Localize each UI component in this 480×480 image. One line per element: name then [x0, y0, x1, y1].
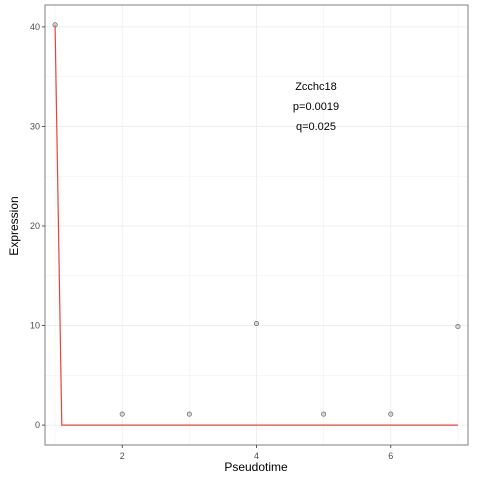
- grid: [45, 5, 468, 445]
- data-point: [119, 411, 125, 417]
- x-axis: 2 4 6: [120, 445, 393, 461]
- annotation-q-value: q=0.025: [296, 121, 336, 133]
- y-tick-label: 20: [30, 221, 40, 231]
- fit-line-group: [54, 24, 458, 426]
- y-tick-label: 30: [30, 121, 40, 131]
- data-point: [321, 411, 327, 417]
- y-tick-label: 40: [30, 22, 40, 32]
- x-axis-title: Pseudotime: [224, 460, 288, 474]
- fit-line: [54, 24, 458, 426]
- x-tick-label: 4: [254, 451, 259, 461]
- points-group: [52, 22, 461, 417]
- x-tick-label: 6: [388, 451, 393, 461]
- data-point: [52, 22, 58, 28]
- annotation-p-value: p=0.0019: [293, 101, 339, 113]
- y-axis-title: Expression: [7, 196, 21, 255]
- data-point: [388, 411, 394, 417]
- annotation-gene: Zcchc18: [295, 81, 337, 93]
- data-point: [254, 321, 260, 327]
- data-point: [186, 411, 192, 417]
- y-tick-label: 0: [35, 420, 40, 430]
- y-axis: 0 10 20 30 40: [30, 22, 45, 430]
- data-point: [455, 324, 461, 330]
- x-tick-label: 2: [120, 451, 125, 461]
- y-tick-label: 10: [30, 321, 40, 331]
